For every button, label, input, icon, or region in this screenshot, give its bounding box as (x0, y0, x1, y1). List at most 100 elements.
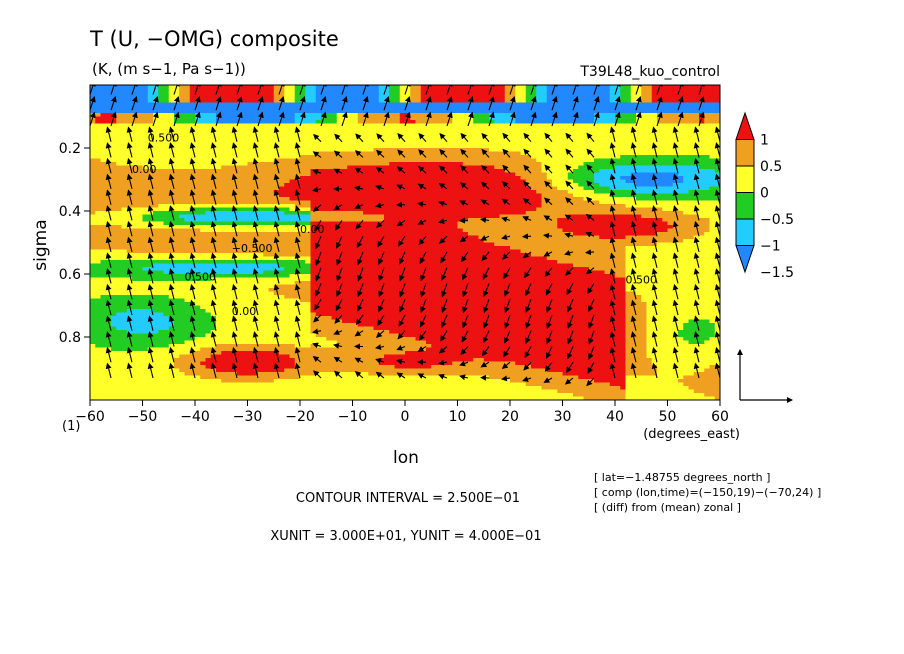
field-cell (258, 221, 264, 226)
field-cell (310, 197, 317, 202)
field-cell (573, 151, 579, 156)
field-cell (179, 165, 186, 170)
field-cell (699, 186, 705, 191)
field-cell (242, 200, 249, 205)
field-cell (111, 165, 117, 170)
field-cell (231, 113, 238, 118)
field-cell (457, 85, 464, 90)
field-cell (116, 106, 123, 111)
field-cell (557, 172, 564, 177)
field-cell (347, 204, 354, 209)
field-cell (116, 92, 123, 97)
field-cell (336, 130, 343, 135)
field-cell (504, 176, 511, 181)
field-cell (541, 218, 548, 223)
field-cell (405, 207, 411, 212)
field-cell (95, 102, 102, 107)
field-cell (683, 179, 690, 184)
field-cell (321, 127, 327, 132)
field-cell (646, 137, 653, 142)
field-cell (205, 155, 212, 160)
field-cell (478, 109, 485, 114)
field-cell (489, 141, 495, 146)
field-cell (347, 92, 354, 97)
field-cell (578, 127, 585, 132)
field-cell (531, 225, 537, 230)
field-cell (709, 134, 716, 139)
field-cell (583, 92, 590, 97)
field-cell (384, 144, 390, 149)
field-cell (557, 214, 564, 219)
field-cell (567, 85, 574, 90)
field-cell (599, 186, 606, 191)
field-cell (111, 179, 117, 184)
field-cell (588, 88, 595, 93)
field-cell (457, 113, 464, 118)
field-cell (557, 176, 564, 181)
field-cell (294, 137, 301, 142)
field-cell (326, 190, 333, 195)
field-cell (189, 200, 196, 205)
field-cell (179, 176, 186, 181)
field-cell (184, 85, 191, 90)
field-cell (567, 190, 574, 195)
field-cell (462, 92, 469, 97)
field-cell (531, 197, 537, 202)
field-cell (384, 120, 390, 125)
field-cell (368, 172, 375, 177)
field-cell (347, 186, 354, 191)
field-cell (189, 95, 196, 100)
field-cell (195, 200, 201, 205)
field-cell (683, 155, 690, 160)
field-cell (121, 162, 128, 167)
field-cell (279, 211, 285, 216)
field-cell (620, 148, 627, 153)
field-cell (284, 204, 291, 209)
field-cell (205, 85, 212, 90)
field-cell (363, 141, 369, 146)
field-cell (195, 183, 201, 188)
field-cell (683, 169, 690, 174)
field-cell (279, 183, 285, 188)
field-cell (604, 200, 611, 205)
field-cell (615, 218, 621, 223)
field-cell (189, 99, 196, 104)
field-cell (468, 106, 474, 111)
field-cell (468, 92, 474, 97)
field-cell (678, 193, 684, 198)
field-cell (678, 169, 684, 174)
field-cell (499, 214, 506, 219)
field-cell (352, 120, 359, 125)
field-cell (163, 134, 170, 139)
field-cell (373, 214, 380, 219)
field-cell (447, 127, 453, 132)
field-cell (447, 225, 453, 230)
field-cell (520, 92, 527, 97)
field-cell (552, 88, 558, 93)
field-cell (525, 204, 532, 209)
field-cell (615, 127, 621, 132)
field-cell (693, 197, 700, 202)
field-cell (105, 102, 112, 107)
field-cell (352, 113, 359, 118)
field-cell (588, 85, 595, 90)
field-cell (504, 113, 511, 118)
field-cell (688, 148, 695, 153)
field-cell (468, 169, 474, 174)
field-cell (394, 197, 401, 202)
field-cell (494, 225, 501, 230)
field-cell (95, 158, 102, 163)
field-cell (405, 148, 411, 153)
field-cell (132, 141, 138, 146)
field-cell (331, 162, 338, 167)
field-cell (426, 176, 432, 181)
field-cell (205, 176, 212, 181)
field-cell (242, 88, 249, 93)
field-cell (321, 158, 327, 163)
field-cell (310, 130, 317, 135)
field-cell (284, 207, 291, 212)
field-cell (321, 95, 327, 100)
field-cell (116, 165, 123, 170)
field-cell (368, 200, 375, 205)
field-cell (410, 165, 417, 170)
